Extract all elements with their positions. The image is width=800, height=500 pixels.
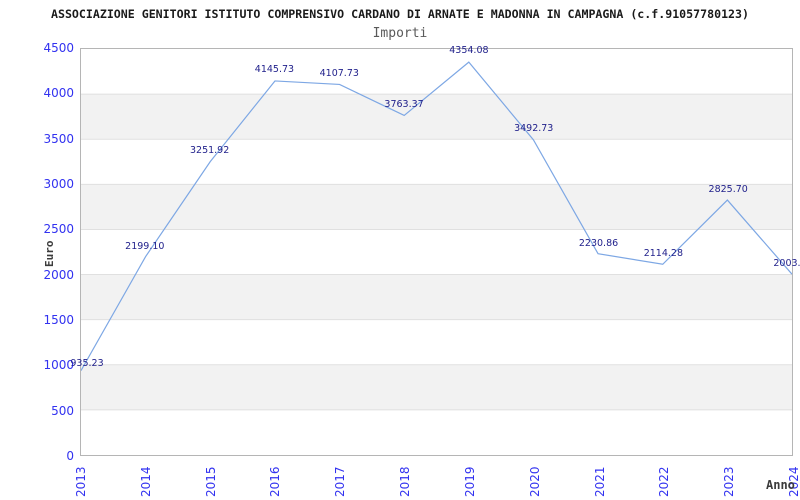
band xyxy=(81,94,792,140)
chart-subtitle: Importi xyxy=(372,26,428,41)
data-label: 3492.73 xyxy=(514,123,554,135)
y-tick-label: 4000 xyxy=(43,86,74,101)
x-tick-label: 2022 xyxy=(657,466,672,497)
band xyxy=(81,184,792,230)
x-tick-label: 2020 xyxy=(527,466,542,497)
data-label: 2825.70 xyxy=(708,183,748,195)
x-tick-label: 2016 xyxy=(268,466,283,497)
x-tick-label: 2015 xyxy=(203,466,218,497)
y-tick-label: 2000 xyxy=(43,267,74,282)
data-label: 4354.08 xyxy=(449,45,489,57)
line-series-canvas xyxy=(81,61,792,411)
data-label: 2199.10 xyxy=(125,240,165,252)
data-label: 2114.28 xyxy=(643,248,684,260)
y-tick-label: 3500 xyxy=(43,131,74,146)
x-tick-label: 2023 xyxy=(722,466,737,497)
data-label: 2003.6 xyxy=(773,258,800,270)
x-tick-label: 2017 xyxy=(333,466,348,497)
x-tick-label: 2014 xyxy=(138,466,153,497)
data-label: 2230.86 xyxy=(578,237,619,249)
x-tick-label: 2019 xyxy=(462,466,477,497)
data-label: 3251.92 xyxy=(189,145,230,157)
data-label: 4107.73 xyxy=(319,67,359,79)
y-axis-title: Euro xyxy=(43,240,56,268)
y-tick-label: 1500 xyxy=(43,313,74,327)
data-label: 3763.37 xyxy=(384,98,424,110)
y-tick-label: 2500 xyxy=(43,222,74,237)
x-tick-label: 2013 xyxy=(74,466,88,497)
y-tick-label: 500 xyxy=(51,403,74,418)
band xyxy=(81,274,792,320)
series-line xyxy=(81,61,792,371)
x-tick-label: 2021 xyxy=(592,466,607,497)
y-tick-label: 4500 xyxy=(43,41,74,55)
plot-area xyxy=(80,48,793,456)
band xyxy=(81,364,792,410)
x-tick-label: 2018 xyxy=(398,466,413,497)
y-tick-label: 3000 xyxy=(43,177,74,191)
y-tick-label: 0 xyxy=(66,449,74,463)
x-axis-title: Anno xyxy=(766,478,795,492)
data-label: 935.23 xyxy=(70,358,104,370)
data-label: 4145.73 xyxy=(254,64,295,76)
chart-title: ASSOCIAZIONE GENITORI ISTITUTO COMPRENSI… xyxy=(50,7,749,21)
y-tick-label: 1000 xyxy=(43,358,74,373)
